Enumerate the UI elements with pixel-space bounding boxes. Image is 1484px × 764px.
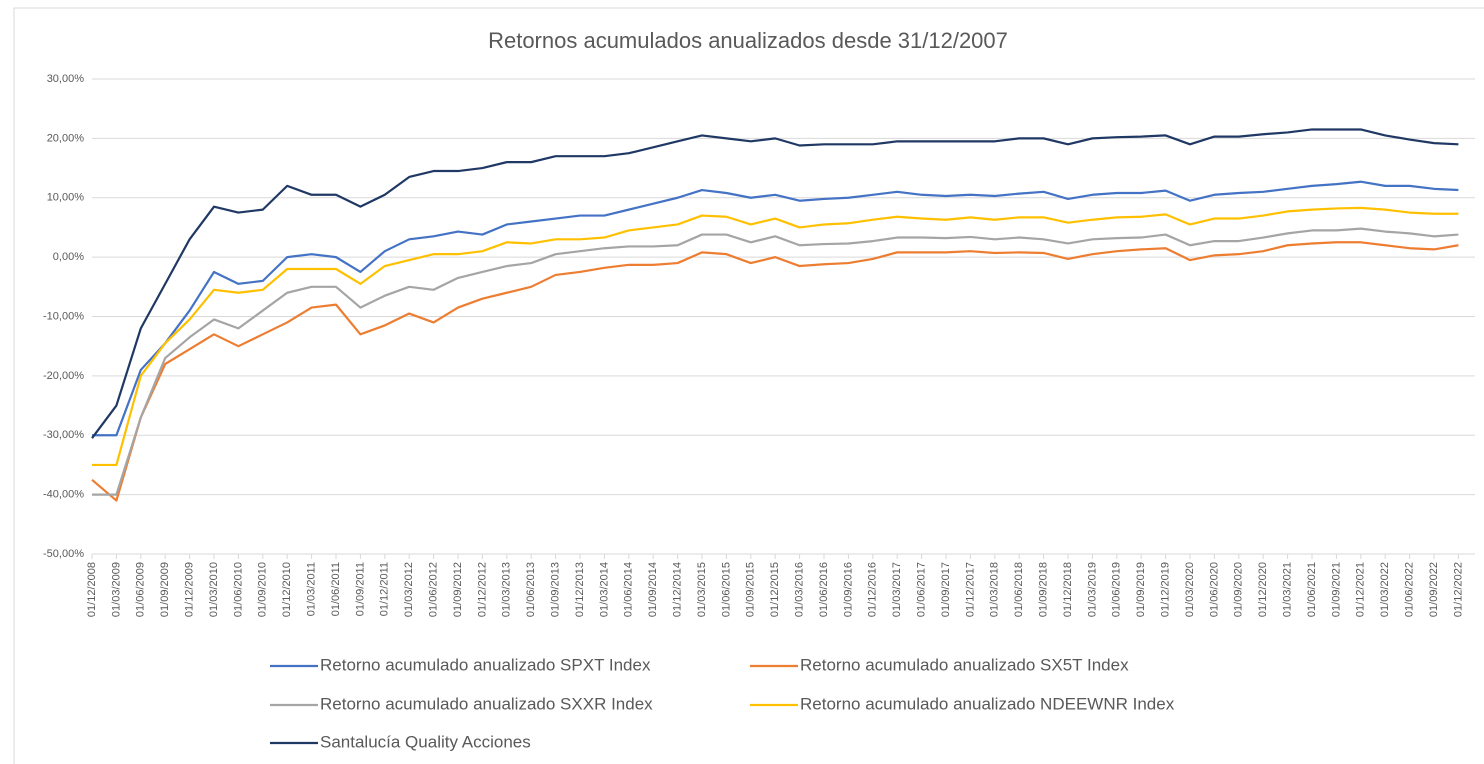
x-tick-label: 01/09/2017 — [940, 562, 952, 617]
x-tick-label: 01/09/2022 — [1428, 562, 1440, 617]
x-tick-label: 01/12/2021 — [1355, 562, 1367, 617]
x-tick-label: 01/06/2011 — [330, 562, 342, 616]
x-tick-label: 01/12/2013 — [574, 562, 586, 617]
x-tick-label: 01/03/2022 — [1379, 562, 1391, 617]
x-tick-label: 01/12/2011 — [379, 562, 391, 616]
x-tick-label: 01/09/2011 — [354, 562, 366, 616]
x-tick-label: 01/06/2021 — [1306, 562, 1318, 617]
x-tick-label: 01/12/2019 — [1160, 562, 1172, 617]
x-tick-label: 01/09/2019 — [1135, 562, 1147, 617]
x-tick-label: 01/09/2016 — [842, 562, 854, 617]
series-line — [92, 206, 1459, 467]
x-tick-label: 01/03/2009 — [110, 562, 122, 617]
x-tick-label: 01/09/2012 — [452, 562, 464, 617]
x-tick-label: 01/03/2010 — [208, 562, 220, 617]
x-tick-label: 01/09/2020 — [1233, 562, 1245, 617]
x-tick-label: 01/09/2013 — [550, 562, 562, 617]
x-tick-label: 01/03/2018 — [989, 562, 1001, 617]
y-tick-label: -10,00% — [43, 310, 84, 322]
x-tick-label: 01/12/2022 — [1452, 562, 1464, 617]
x-tick-label: 01/06/2015 — [720, 562, 732, 617]
legend-label: Retorno acumulado anualizado SXXR Index — [320, 694, 653, 713]
y-tick-label: -30,00% — [43, 429, 84, 441]
x-tick-label: 01/09/2010 — [257, 562, 269, 617]
x-tick-label: 01/09/2021 — [1330, 562, 1342, 617]
x-tick-label: 01/06/2013 — [525, 562, 537, 617]
x-tick-label: 01/03/2015 — [696, 562, 708, 617]
x-tick-label: 01/03/2012 — [403, 562, 415, 617]
series-line — [91, 241, 1459, 502]
x-tick-label: 01/12/2017 — [964, 562, 976, 617]
x-tick-label: 01/06/2018 — [1013, 562, 1025, 617]
x-tick-label: 01/03/2016 — [794, 562, 806, 617]
chart-title: Retornos acumulados anualizados desde 31… — [488, 28, 1008, 53]
x-tick-label: 01/03/2011 — [306, 562, 318, 616]
x-tick-label: 01/12/2009 — [184, 562, 196, 617]
x-tick-label: 01/12/2010 — [281, 562, 293, 617]
x-tick-label: 01/03/2017 — [891, 562, 903, 617]
x-tick-label: 01/03/2013 — [501, 562, 513, 617]
y-tick-label: -50,00% — [43, 548, 84, 560]
x-tick-label: 01/09/2014 — [647, 562, 659, 617]
y-tick-label: -40,00% — [43, 489, 84, 501]
x-tick-label: 01/12/2016 — [867, 562, 879, 617]
y-tick-label: 0,00% — [53, 251, 84, 263]
legend-label: Retorno acumulado anualizado NDEEWNR Ind… — [800, 694, 1175, 713]
x-tick-label: 01/09/2009 — [159, 562, 171, 617]
x-tick-label: 01/12/2008 — [86, 562, 98, 617]
legend-label: Retorno acumulado anualizado SX5T Index — [800, 655, 1129, 674]
x-tick-label: 01/12/2014 — [672, 562, 684, 617]
x-tick-label: 01/12/2020 — [1257, 562, 1269, 617]
x-tick-label: 01/06/2020 — [1208, 562, 1220, 617]
x-tick-label: 01/03/2019 — [1086, 562, 1098, 617]
x-tick-label: 01/06/2010 — [232, 562, 244, 617]
series-line — [91, 128, 1459, 439]
x-tick-label: 01/12/2015 — [769, 562, 781, 617]
x-tick-label: 01/03/2020 — [1184, 562, 1196, 617]
x-tick-label: 01/06/2022 — [1404, 562, 1416, 617]
y-tick-label: -20,00% — [43, 370, 84, 382]
x-tick-label: 01/09/2015 — [745, 562, 757, 617]
y-tick-label: 30,00% — [47, 73, 85, 85]
legend-label: Retorno acumulado anualizado SPXT Index — [320, 655, 651, 674]
x-tick-label: 01/09/2018 — [1038, 562, 1050, 617]
x-tick-label: 01/06/2009 — [135, 562, 147, 617]
x-tick-label: 01/03/2014 — [598, 562, 610, 617]
x-tick-label: 01/06/2012 — [428, 562, 440, 617]
x-tick-label: 01/03/2021 — [1282, 562, 1294, 617]
chart-frame — [13, 7, 1484, 764]
x-tick-label: 01/06/2019 — [1111, 562, 1123, 617]
y-tick-label: 10,00% — [47, 192, 85, 204]
x-tick-label: 01/06/2017 — [916, 562, 928, 617]
legend-label: Santalucía Quality Acciones — [320, 732, 531, 751]
series-line — [92, 227, 1459, 496]
series-line — [92, 180, 1459, 437]
x-tick-label: 01/06/2016 — [818, 562, 830, 617]
x-tick-label: 01/06/2014 — [623, 562, 635, 617]
y-tick-label: 20,00% — [47, 132, 85, 144]
x-tick-label: 01/12/2018 — [1062, 562, 1074, 617]
x-tick-label: 01/12/2012 — [476, 562, 488, 617]
